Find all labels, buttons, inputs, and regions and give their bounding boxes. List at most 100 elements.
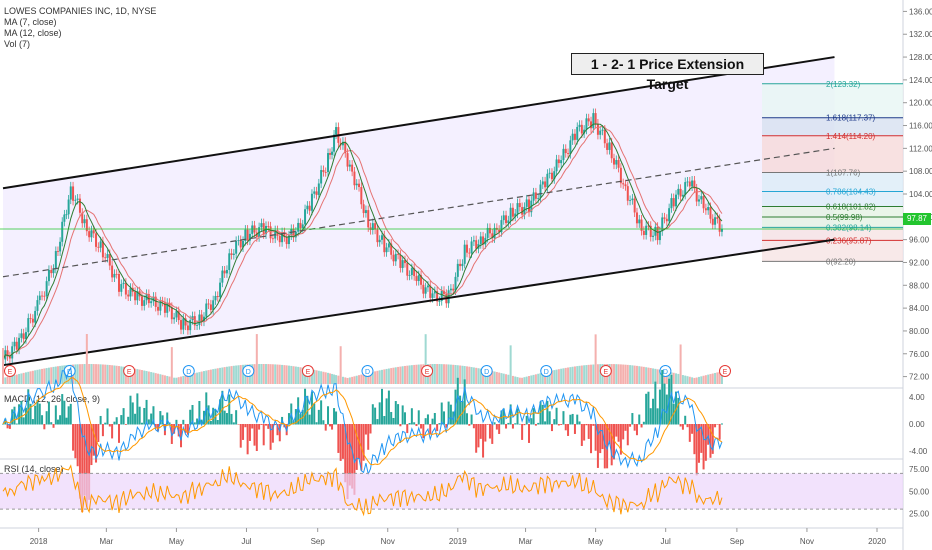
candle-body — [59, 241, 62, 252]
indicator-vol[interactable]: Vol (7) — [4, 39, 31, 49]
macd-histogram-bar — [333, 408, 336, 425]
candle-body — [429, 285, 432, 298]
candle-body — [170, 306, 173, 320]
volume-bar — [567, 367, 570, 384]
macd-histogram-bar — [154, 424, 157, 429]
candle-body — [670, 198, 673, 209]
volume-bar — [596, 364, 599, 384]
macd-histogram-bar — [228, 394, 231, 425]
macd-histogram-bar — [101, 424, 104, 437]
candle-body — [85, 219, 88, 232]
volume-bar — [163, 375, 166, 384]
candle-body — [493, 227, 496, 239]
candle-body — [163, 301, 166, 313]
event-marker-label: E — [425, 369, 430, 376]
candle-body — [358, 183, 361, 188]
macd-histogram-bar — [686, 424, 689, 428]
volume-bar — [514, 376, 517, 384]
macd-histogram-bar — [422, 424, 425, 439]
macd-histogram-bar — [253, 424, 256, 446]
macd-histogram-bar — [663, 383, 666, 425]
macd-histogram-bar — [720, 423, 723, 425]
macd-histogram-bar — [383, 416, 386, 425]
candle-body — [578, 124, 581, 127]
macd-histogram-bar — [193, 422, 196, 425]
candle-body — [367, 210, 370, 228]
macd-histogram-bar — [186, 424, 189, 435]
macd-histogram-bar — [399, 424, 402, 427]
volume-bar — [262, 364, 265, 384]
volume-bar — [15, 374, 18, 384]
volume-bar — [285, 365, 288, 384]
candle-body — [333, 134, 336, 152]
event-marker — [123, 365, 136, 377]
volume-bar — [493, 371, 496, 384]
macd-histogram-bar — [322, 420, 325, 425]
candle-body — [479, 236, 482, 245]
candle-body — [18, 337, 21, 350]
volume-bar — [502, 373, 505, 384]
volume-bar — [346, 377, 349, 384]
candle-body — [511, 207, 514, 217]
volume-bar — [99, 364, 102, 384]
volume-bar — [693, 377, 696, 384]
price-tick-label: 120.00 — [909, 99, 932, 108]
volume-bar — [704, 375, 707, 384]
fib-zone — [762, 216, 903, 228]
candle-body — [436, 291, 439, 302]
macd-histogram-bar — [327, 406, 330, 425]
candle-body — [587, 118, 590, 122]
candle-body — [629, 200, 632, 201]
volume-bar — [640, 366, 643, 384]
macd-histogram-bar — [221, 390, 224, 425]
volume-bar — [684, 375, 687, 384]
indicator-ma7[interactable]: MA (7, close) — [4, 17, 57, 27]
volume-bar — [647, 367, 650, 384]
candle-body — [228, 253, 231, 270]
volume-bar — [679, 344, 682, 384]
candle-body — [219, 282, 222, 298]
volume-bar — [159, 374, 162, 384]
candle-body — [173, 317, 176, 320]
macd-histogram-bar — [638, 414, 641, 425]
macd-histogram-bar — [420, 424, 423, 429]
macd-histogram-bar — [711, 424, 714, 454]
volume-bar — [528, 376, 531, 384]
candle-body — [672, 198, 675, 207]
volume-bar — [546, 371, 549, 384]
candle-body — [95, 233, 98, 247]
price-target-annotation[interactable]: 1 - 2- 1 Price Extension Target — [571, 53, 764, 92]
candle-body — [65, 214, 68, 216]
candle-body — [376, 229, 379, 243]
candle-body — [638, 219, 641, 224]
macd-histogram-bar — [246, 424, 249, 455]
rsi-band — [0, 473, 903, 510]
macd-histogram-bar — [244, 424, 247, 428]
macd-histogram-bar — [479, 424, 482, 439]
volume-bar — [631, 365, 634, 384]
candle-body — [514, 213, 517, 217]
macd-histogram-bar — [329, 424, 332, 427]
candle-body — [599, 130, 602, 135]
indicator-ma12[interactable]: MA (12, close) — [4, 28, 62, 38]
candle-body — [573, 133, 576, 140]
fib-zone — [762, 206, 903, 217]
candle-body — [528, 199, 531, 213]
macd-histogram-bar — [645, 393, 648, 425]
candle-body — [702, 196, 705, 209]
macd-histogram-bar — [548, 411, 551, 425]
volume-bar — [348, 377, 351, 384]
candle-body — [97, 246, 100, 248]
rsi-label[interactable]: RSI (14, close) — [4, 464, 64, 474]
volume-bar — [198, 372, 201, 384]
candle-body — [714, 217, 717, 225]
macd-histogram-bar — [362, 424, 365, 461]
volume-bar — [516, 377, 519, 384]
candle-body — [69, 186, 72, 200]
candle-body — [221, 270, 224, 283]
rsi-line — [2, 464, 723, 517]
macd-label[interactable]: MACD (12, 26, close, 9) — [4, 394, 101, 404]
volume-bar — [718, 371, 721, 384]
volume-bar — [415, 364, 418, 384]
